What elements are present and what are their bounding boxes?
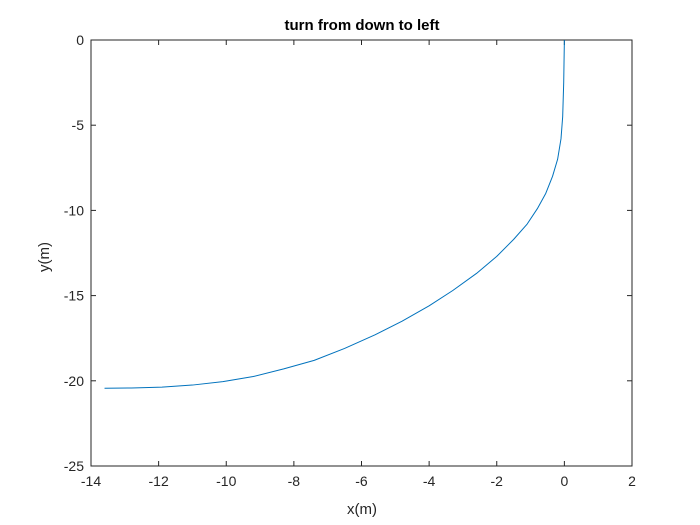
x-tick-label: -4 [423,473,436,489]
x-tick-label: -12 [149,473,169,489]
x-axis-label: x(m) [347,501,377,518]
x-tick-label: 2 [628,473,636,489]
y-tick-label: -5 [72,117,85,133]
y-tick-label: -15 [64,288,84,304]
series-layer [104,39,565,389]
chart-title: turn from down to left [285,17,440,34]
y-tick-label: -20 [64,373,84,389]
ticks: -14 -12 -10 -8 -6 -4 -2 0 20-5-10-15-20-25 [64,32,636,489]
y-tick-label: 0 [76,32,84,48]
x-tick-label: 0 [560,473,568,489]
y-tick-label: -10 [64,202,84,218]
x-tick-label: -14 [81,473,101,489]
y-tick-label: -25 [64,458,84,474]
axes-box [90,39,633,467]
x-tick-label: -2 [491,473,504,489]
series-line [104,39,565,389]
x-tick-label: -10 [216,473,236,489]
x-tick-label: -8 [288,473,301,489]
x-tick-label: -6 [355,473,368,489]
plot-area [90,39,633,467]
y-axis-label: y(m) [36,242,53,272]
